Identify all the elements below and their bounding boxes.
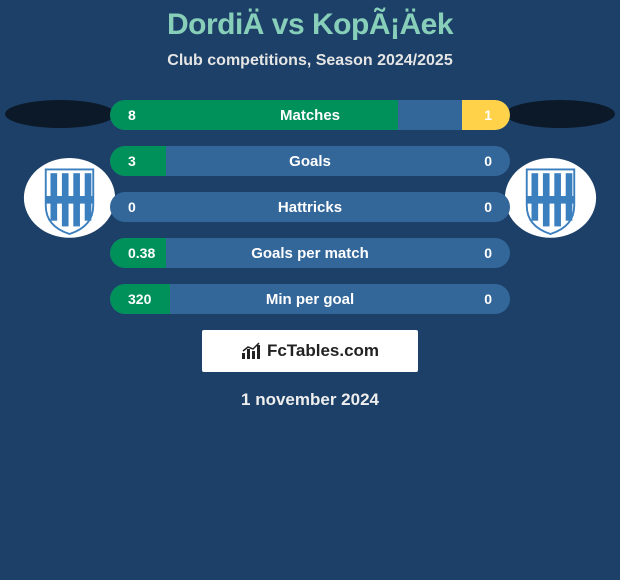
shield-icon [22,158,117,244]
stat-label: Goals [110,153,510,170]
stat-row-goals: 3 Goals 0 [110,146,510,176]
stat-label: Min per goal [110,291,510,308]
stat-label: Hattricks [110,199,510,216]
stat-value-right: 1 [484,107,492,123]
shadow-ellipse-left [5,100,115,128]
stat-value-right: 0 [484,199,492,215]
stats-area: 8 Matches 1 3 Goals 0 0 Hattricks 0 [0,100,620,410]
stat-row-mpg: 320 Min per goal 0 [110,284,510,314]
logo-label: FcTables.com [267,341,379,361]
subtitle: Club competitions, Season 2024/2025 [0,52,620,70]
stat-row-hattricks: 0 Hattricks 0 [110,192,510,222]
logo-text: FcTables.com [241,341,379,361]
date-label: 1 november 2024 [10,390,610,410]
shield-icon [503,158,598,244]
stat-value-right: 0 [484,245,492,261]
stat-label: Goals per match [110,245,510,262]
stat-row-matches: 8 Matches 1 [110,100,510,130]
page-title: DordiÄ vs KopÃ¡Äek [0,8,620,42]
stat-value-right: 0 [484,153,492,169]
stats-bars: 8 Matches 1 3 Goals 0 0 Hattricks 0 [110,100,510,314]
shadow-ellipse-right [505,100,615,128]
logo-box: FcTables.com [202,330,418,372]
stat-row-gpm: 0.38 Goals per match 0 [110,238,510,268]
team-badge-right [503,158,598,243]
chart-icon [241,342,263,360]
team-badge-left [22,158,117,243]
stat-value-right: 0 [484,291,492,307]
stat-label: Matches [110,107,510,124]
